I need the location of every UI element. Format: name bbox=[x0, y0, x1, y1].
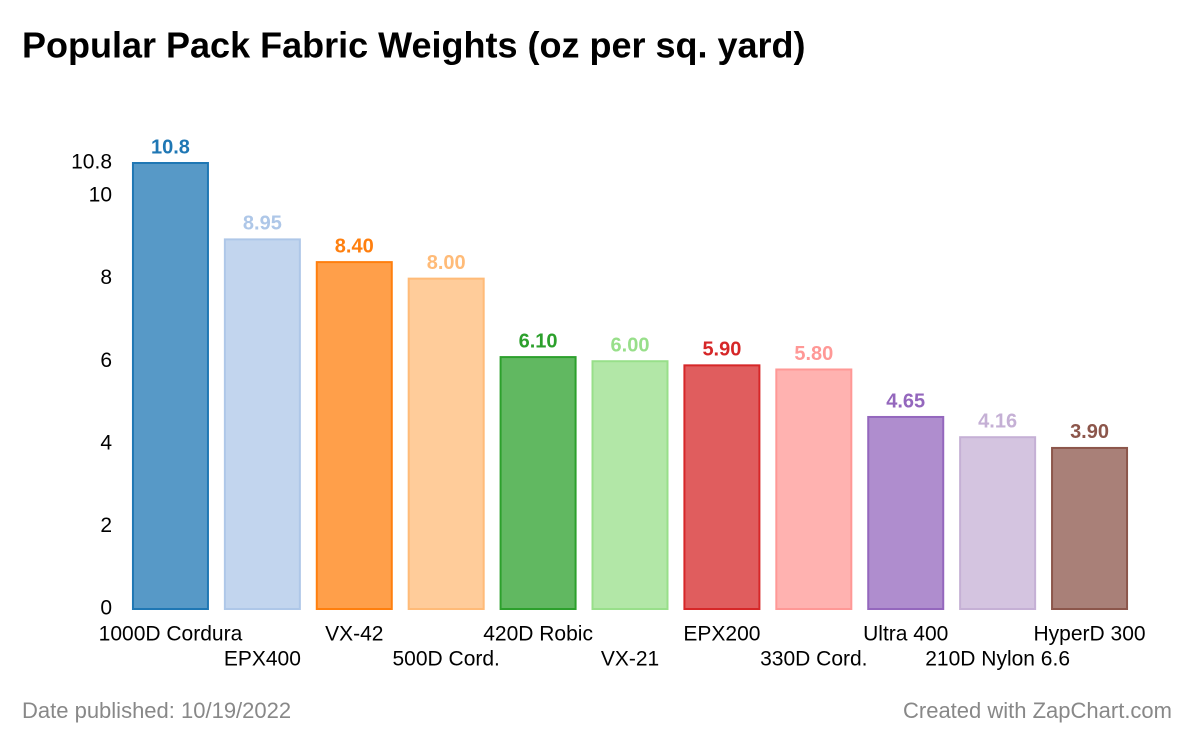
bar bbox=[867, 415, 945, 610]
value-label: 4.65 bbox=[886, 390, 925, 412]
y-tick-label: 10 bbox=[89, 184, 112, 207]
value-label: 8.00 bbox=[427, 252, 466, 274]
chart-title: Popular Pack Fabric Weights (oz per sq. … bbox=[22, 25, 806, 66]
y-tick-label: 10.8 bbox=[71, 151, 112, 174]
bar bbox=[131, 162, 209, 610]
x-tick-label: HyperD 300 bbox=[1034, 623, 1146, 646]
footer-credit: Created with ZapChart.com bbox=[903, 698, 1172, 723]
x-tick-label: VX-21 bbox=[601, 648, 659, 671]
y-tick-label: 2 bbox=[100, 514, 112, 537]
bar bbox=[683, 364, 761, 610]
value-label: 5.90 bbox=[702, 339, 741, 361]
value-label: 5.80 bbox=[794, 343, 833, 365]
bar bbox=[959, 436, 1037, 610]
value-label: 10.8 bbox=[151, 136, 190, 158]
value-label: 8.95 bbox=[243, 213, 282, 235]
bar bbox=[499, 356, 577, 610]
x-tick-label: 420D Robic bbox=[483, 623, 593, 646]
value-label: 6.10 bbox=[519, 330, 558, 352]
x-tick-label: 1000D Cordura bbox=[99, 623, 243, 646]
bar bbox=[315, 261, 393, 610]
value-label: 4.16 bbox=[978, 410, 1017, 432]
y-tick-label: 8 bbox=[100, 266, 112, 289]
bar bbox=[407, 277, 485, 610]
value-label: 3.90 bbox=[1070, 421, 1109, 443]
y-tick-label: 0 bbox=[100, 597, 112, 620]
bar bbox=[591, 360, 669, 610]
footer-date: Date published: 10/19/2022 bbox=[22, 698, 291, 723]
x-tick-label: 330D Cord. bbox=[760, 648, 867, 671]
x-tick-label: 500D Cord. bbox=[392, 648, 499, 671]
value-label: 6.00 bbox=[611, 335, 650, 357]
bar bbox=[223, 238, 301, 610]
x-tick-label: EPX400 bbox=[224, 648, 301, 671]
y-tick-label: 4 bbox=[100, 431, 112, 454]
x-tick-label: 210D Nylon 6.6 bbox=[925, 648, 1070, 671]
x-tick-label: VX-42 bbox=[325, 623, 383, 646]
x-tick-label: EPX200 bbox=[683, 623, 760, 646]
bar bbox=[775, 368, 853, 610]
y-tick-label: 6 bbox=[100, 349, 112, 372]
bar bbox=[1051, 446, 1129, 611]
value-label: 8.40 bbox=[335, 235, 374, 257]
x-tick-label: Ultra 400 bbox=[863, 623, 948, 646]
